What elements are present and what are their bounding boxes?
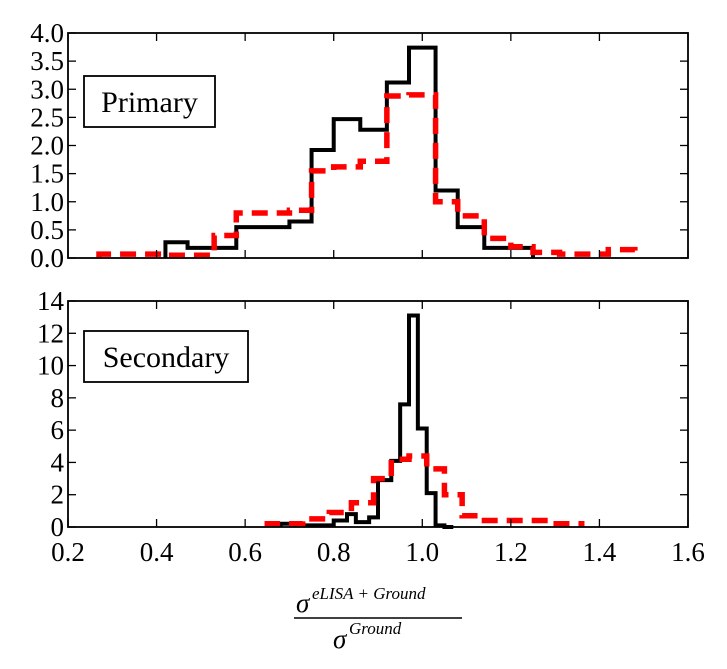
y-tick-label: 2.5 xyxy=(30,102,64,132)
y-tick-label: 8 xyxy=(51,383,65,413)
x-tick-label: 1.6 xyxy=(671,537,705,567)
x-axis-label: σ eLISA + Ground σ Ground xyxy=(294,584,462,654)
ground-series-dashed xyxy=(264,453,585,527)
x-tick-label: 0.4 xyxy=(140,537,174,567)
y-tick-label: 2.0 xyxy=(30,131,64,161)
y-tick-label: 1.0 xyxy=(30,187,64,217)
x-tick-label: 0.8 xyxy=(317,537,351,567)
legend-label: Secondary xyxy=(103,341,230,374)
legend-label: Primary xyxy=(101,86,198,119)
y-tick-label: 4.0 xyxy=(30,18,64,48)
y-tick-label: 10 xyxy=(37,351,64,381)
ground-series-dashed xyxy=(96,92,638,258)
panel-primary: 0.00.51.01.52.02.53.03.54.0 Primary xyxy=(30,18,689,273)
plot-frame xyxy=(67,300,689,528)
xlabel-numerator-superscript: eLISA + Ground xyxy=(312,584,426,603)
y-tick-label: 0.5 xyxy=(30,215,64,245)
x-tick-label: 1.4 xyxy=(583,537,617,567)
x-tick-label: 0.6 xyxy=(228,537,262,567)
x-tick-label: 0.2 xyxy=(51,537,85,567)
y-tick-label: 14 xyxy=(37,286,65,316)
y-tick-label: 0.0 xyxy=(30,243,64,273)
y-tick-label: 3.0 xyxy=(30,74,64,104)
y-tick-label: 6 xyxy=(51,415,65,445)
y-tick-label: 12 xyxy=(37,318,64,348)
elisa-ground-series-solid xyxy=(163,45,535,258)
x-tick-label: 1.0 xyxy=(405,537,439,567)
xlabel-numerator-symbol: σ xyxy=(296,588,311,618)
xlabel-denominator-superscript: Ground xyxy=(349,619,402,638)
y-tick-label: 4 xyxy=(51,447,65,477)
y-tick-label: 0 xyxy=(51,512,65,542)
y-tick-label: 2 xyxy=(51,480,65,510)
plot-frame xyxy=(67,32,689,259)
y-tick-label: 3.5 xyxy=(30,46,64,76)
legend-box xyxy=(83,75,216,128)
legend-box xyxy=(83,330,249,383)
y-tick-label: 1.5 xyxy=(30,159,64,189)
elisa-ground-series-solid xyxy=(278,313,454,529)
x-tick-label: 1.2 xyxy=(494,537,528,567)
xlabel-denominator-symbol: σ xyxy=(333,624,348,654)
